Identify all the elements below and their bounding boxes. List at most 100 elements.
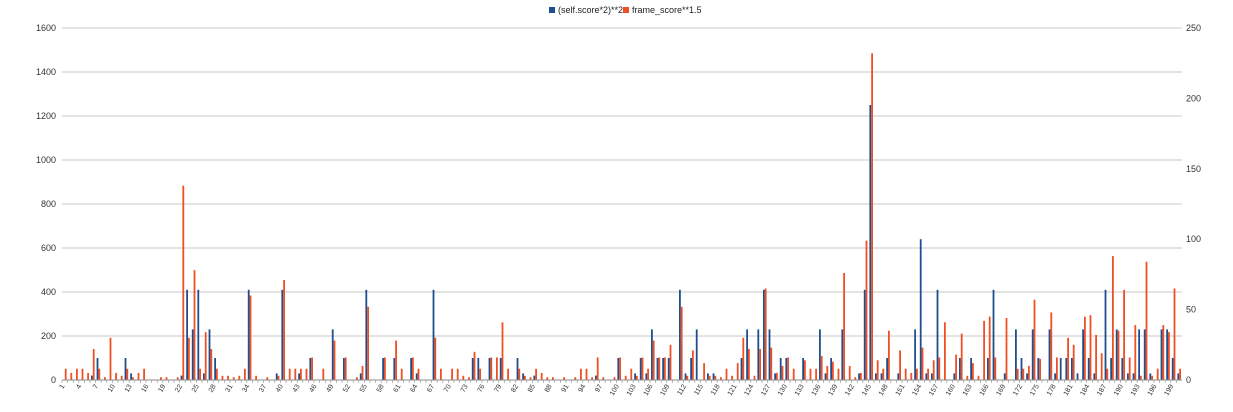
- bar-frame-score: [843, 272, 845, 380]
- bar-frame-score: [221, 375, 224, 380]
- bar-frame-score: [540, 372, 543, 380]
- bar-self-score: [1149, 373, 1152, 380]
- bar-frame-score: [1016, 368, 1019, 380]
- bar-self-score: [1071, 358, 1073, 380]
- bar-self-score: [522, 373, 524, 380]
- bar-self-score: [802, 358, 804, 380]
- bar-self-score: [695, 329, 698, 380]
- bar-self-score: [595, 375, 597, 380]
- bar-frame-score: [977, 375, 980, 380]
- bar-frame-score: [787, 357, 789, 380]
- bar-self-score: [662, 358, 664, 380]
- bar-frame-score: [479, 368, 481, 380]
- x-tick-label: 13: [124, 383, 134, 393]
- bar-self-score: [516, 358, 519, 380]
- bar-self-score: [365, 289, 368, 380]
- bar-frame-score: [988, 316, 991, 380]
- bar-self-score: [1166, 329, 1168, 380]
- bar-self-score: [1177, 373, 1180, 380]
- bar-self-score: [679, 289, 681, 380]
- bar-self-score: [186, 289, 188, 380]
- bar-self-score: [298, 373, 300, 380]
- bar-frame-score: [809, 368, 812, 380]
- bar-self-score: [757, 329, 760, 380]
- bar-self-score: [987, 358, 989, 380]
- x-tick-label: 109: [659, 383, 671, 397]
- x-tick-label: 7: [92, 383, 100, 390]
- bar-frame-score: [333, 340, 336, 380]
- bar-self-score: [886, 358, 888, 380]
- bar-frame-score: [742, 337, 745, 380]
- bar-frame-score: [1145, 261, 1148, 380]
- bar-self-score: [1093, 373, 1096, 380]
- bar-frame-score: [955, 354, 957, 380]
- bar-frame-score: [669, 344, 672, 380]
- bar-frame-score: [563, 377, 565, 380]
- bar-self-score: [897, 373, 900, 380]
- x-tick-label: 172: [1012, 383, 1024, 397]
- x-tick-label: 196: [1147, 383, 1159, 397]
- bar-self-score: [617, 358, 620, 380]
- bar-self-score: [785, 358, 788, 380]
- bar-self-score: [191, 329, 194, 380]
- bar-self-score: [275, 373, 278, 380]
- bar-self-score: [690, 358, 692, 380]
- x-tick-label: 34: [241, 383, 251, 393]
- bar-frame-score: [176, 377, 179, 380]
- x-tick-label: 190: [1113, 383, 1125, 397]
- bar-frame-score: [115, 372, 117, 380]
- bar-frame-score: [384, 357, 386, 380]
- bar-self-score: [1015, 329, 1017, 380]
- bar-self-score: [1076, 373, 1079, 380]
- bar-frame-score: [104, 377, 106, 380]
- bar-self-score: [959, 358, 961, 380]
- bar-self-score: [1104, 289, 1107, 380]
- bar-self-score: [214, 358, 216, 380]
- x-tick-label: 37: [258, 383, 268, 393]
- bar-frame-score: [529, 377, 532, 380]
- x-tick-label: 178: [1046, 383, 1058, 397]
- bar-frame-score: [703, 363, 705, 380]
- bar-frame-score: [98, 368, 101, 380]
- bar-frame-score: [664, 357, 666, 380]
- bar-self-score: [477, 358, 480, 380]
- bar-frame-score: [591, 377, 593, 380]
- bar-self-score: [180, 375, 183, 380]
- bar-self-score: [768, 329, 771, 380]
- bar-frame-score: [804, 360, 806, 380]
- x-tick-label: 52: [342, 383, 352, 393]
- bar-frame-score: [344, 357, 347, 380]
- right-tick-label: 150: [1186, 164, 1201, 174]
- bar-series: [64, 53, 1181, 381]
- bar-frame-score: [776, 372, 778, 380]
- bar-frame-score: [294, 368, 297, 380]
- bar-frame-score: [686, 375, 689, 380]
- bar-frame-score: [792, 368, 795, 380]
- bar-frame-score: [137, 372, 140, 380]
- x-tick-label: 154: [911, 383, 923, 397]
- bar-frame-score: [238, 375, 241, 380]
- bar-self-score: [124, 358, 127, 380]
- left-axis-ticks: 0 200 400 600 800 1000 1200 1400 1600: [36, 23, 56, 385]
- bar-frame-score: [143, 368, 145, 380]
- bar-self-score: [499, 358, 502, 380]
- bar-frame-score: [865, 240, 868, 380]
- bar-frame-score: [966, 375, 969, 380]
- bar-frame-score: [1106, 368, 1109, 380]
- legend-swatch-self-score: [549, 7, 555, 13]
- bar-frame-score: [535, 368, 537, 380]
- x-tick-label: 181: [1063, 383, 1075, 397]
- bar-frame-score: [434, 337, 437, 380]
- bar-frame-score: [680, 306, 683, 380]
- bar-frame-score: [552, 377, 554, 380]
- bar-frame-score: [440, 368, 442, 380]
- x-tick-label: 91: [561, 383, 571, 393]
- bar-self-score: [1031, 329, 1034, 380]
- x-tick-label: 46: [309, 383, 319, 393]
- bar-frame-score: [1095, 334, 1097, 380]
- bar-frame-score: [305, 368, 308, 380]
- bar-frame-score: [412, 357, 414, 380]
- bar-frame-score: [647, 368, 649, 380]
- bar-self-score: [533, 375, 536, 380]
